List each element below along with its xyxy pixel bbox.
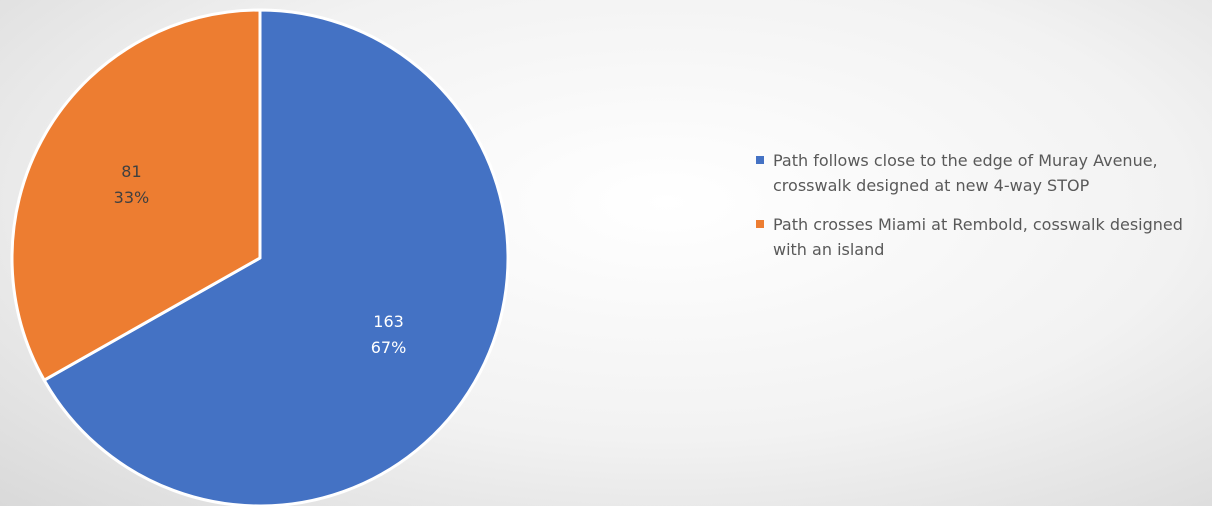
slice-value-label-2: 81 [121,162,141,181]
legend: Path follows close to the edge of Muray … [756,148,1206,276]
legend-swatch-orange [756,220,764,228]
slice-value-label-1: 163 [373,312,404,331]
slice-percent-label-2: 33% [114,188,150,207]
legend-item-2: Path crosses Miami at Rembold, cosswalk … [756,212,1206,262]
legend-item-1: Path follows close to the edge of Muray … [756,148,1206,198]
slice-percent-label-1: 67% [371,338,407,357]
pie-slices [10,8,510,506]
legend-swatch-blue [756,156,764,164]
legend-label-2: Path crosses Miami at Rembold, cosswalk … [773,215,1183,259]
pie-slice-1 [42,8,510,506]
legend-label-1: Path follows close to the edge of Muray … [773,151,1158,195]
pie-slice-2 [10,8,262,382]
slice-labels: 163 67% 81 33% [114,162,407,357]
